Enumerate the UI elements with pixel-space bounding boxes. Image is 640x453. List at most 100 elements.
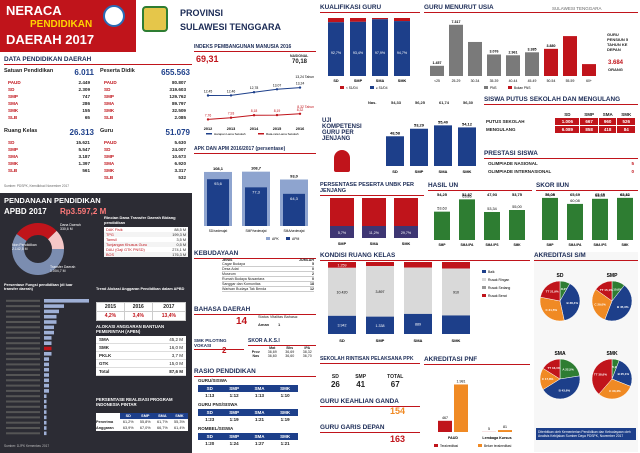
satuan-row-label: SD — [8, 87, 15, 92]
guru-row-label: SLB — [104, 175, 114, 180]
prestasi-row: OLIMPIADE INTERNASIONAL 0 — [488, 168, 634, 176]
rasio-cell: 1:23 — [205, 417, 215, 422]
donut-dana — [12, 223, 64, 275]
satuan-row-value: 286 — [82, 101, 90, 106]
guru-row: SMA 6.920 — [104, 160, 186, 167]
aksi-row-label: Nas — [252, 354, 260, 358]
score-label: 65,12 — [620, 193, 630, 197]
fungsi-bar — [44, 336, 52, 340]
rincian-row: DAK Fisik 88,5 M — [104, 227, 188, 232]
usia-side-value: 3.684 — [608, 60, 624, 66]
fungsi-bar — [44, 431, 47, 436]
satuan-row-label: SLB — [8, 115, 18, 120]
usia-cat: 30-34 — [471, 79, 480, 83]
kondisi-bar-baik — [328, 315, 356, 334]
bantuan-row: Total 87,6 M — [96, 368, 186, 376]
rincian-value: 176,3 M — [172, 252, 186, 257]
rint-value: 67 — [390, 380, 400, 389]
peserta-row: SMA 89.797 — [104, 100, 186, 107]
kual-legend-swatch-2 — [370, 86, 374, 89]
ipm-label-bottom: 8,18 — [251, 109, 258, 113]
rasio-head: SMP — [221, 385, 247, 392]
fungsi-bar — [44, 357, 49, 361]
pie-label: TT 21,9% — [546, 289, 559, 293]
kual-cat: SMP — [354, 79, 363, 83]
ipm-bot-note: 8,32 Tahun — [297, 105, 314, 109]
score-cat: SMP — [547, 243, 555, 247]
guru-row: PAUD 5.630 — [104, 139, 186, 146]
ipm-title: INDEKS PEMBANGUNAN MANUSIA 2016 — [194, 44, 316, 52]
fungsi-bar-label — [6, 336, 40, 339]
unbk-cat: SMA — [370, 242, 379, 246]
usia-cat: 55-59 — [566, 79, 575, 83]
usia-cat: 35-39 — [490, 79, 499, 83]
kual-label: 93,4% — [353, 51, 364, 55]
kondisi-label-baik: 889 — [415, 322, 421, 326]
fungsi-bar-label — [6, 352, 40, 355]
uk-nas-label: Nas. — [368, 100, 377, 105]
bantuan-value: 87,6 M — [169, 369, 183, 374]
satuan-row-value: 155 — [82, 108, 90, 113]
unbk-cat: SMK — [402, 242, 411, 246]
usia-label: 3.076 — [490, 49, 499, 53]
peserta-row-label: SMA — [104, 101, 115, 106]
ipm-label-bottom: 8,19 — [274, 109, 281, 113]
pie-label: B 25,1% — [618, 372, 630, 376]
uk-cat: SD — [392, 169, 398, 174]
kual-bar-layak — [350, 21, 366, 76]
score-bar — [617, 197, 633, 240]
ipm-national-label: NASIONAL — [290, 54, 309, 58]
ruang-total: 26.313 — [69, 128, 94, 137]
aksi-cell: 36,60 — [285, 354, 295, 358]
fungsi-bar — [44, 330, 54, 335]
score-bar — [542, 197, 558, 240]
fungsi-bar — [44, 299, 89, 303]
fungsi-bar-label — [6, 384, 40, 387]
guru-row-label: SMA — [104, 161, 115, 166]
uk-nas-row: 54,33 56,25 61,74 56,30 — [384, 100, 480, 105]
rasio-head: SMK — [272, 433, 298, 440]
kondisi-chart: 1.259 10.420 3.942 SD 3.897 1.338 SMP 889 SMA 910… — [328, 262, 510, 343]
rincian-label: BOS — [106, 252, 115, 257]
apm-legend: APM — [292, 237, 300, 241]
ruang-block: Ruang Kelas 26.313 SD 15.621 SMP 5.547 SMA 3.1… — [4, 128, 94, 176]
ipm-point-bottom — [252, 114, 256, 117]
fungsi-bar-label — [6, 379, 40, 382]
uk-title: UJI KOMPETENSI GURU PER JENJANG — [322, 118, 362, 142]
guru-row-label: SD — [104, 147, 111, 152]
pip-row-label: Anggaran — [96, 426, 114, 430]
putus-cell: 6.089 — [554, 125, 581, 134]
putus-title: SISWA PUTUS SEKOLAH DAN MENGULANG — [484, 96, 638, 105]
pip-head: SD — [119, 413, 137, 419]
fungsi-bar — [44, 373, 49, 377]
kual-label: 94,7% — [397, 51, 408, 55]
rombel-label: ROMBEL/SISWA — [198, 426, 234, 431]
kondisi-legend-swatch — [482, 278, 486, 281]
ipm-national-value: 70,18 — [292, 59, 308, 65]
ipm-label-bottom: 7,76 — [205, 113, 212, 117]
prestasi-value: 5 — [631, 161, 634, 166]
kual-cat: SMA — [376, 79, 385, 83]
uk-cat: SMK — [463, 169, 472, 174]
ruang-list: SD 15.621 SMP 5.547 SMA 3.187 SMK 1.397 SLB 561 — [4, 137, 94, 176]
ruang-row-label: SMK — [8, 161, 19, 166]
usia-bar — [582, 64, 596, 76]
kondisi-label-rr: 910 — [453, 290, 459, 294]
kondisi-legend-swatch — [482, 270, 486, 273]
pie-slice — [611, 360, 633, 387]
score-bar — [567, 203, 583, 240]
pnf-legend-swatch-2 — [478, 444, 482, 447]
rincian-value: 274,1 M — [172, 247, 186, 252]
usia-label: 3.385 — [528, 47, 537, 51]
peserta-row-label: SLB — [104, 115, 114, 120]
peserta-row: SLB 2.085 — [104, 114, 186, 121]
fungsi-bar — [44, 394, 47, 398]
peserta-row-value: 129.762 — [169, 94, 186, 99]
pie-slice — [539, 296, 565, 322]
tren-value: 4,2% — [96, 311, 125, 321]
kondisi-cat: SMK — [452, 338, 461, 343]
guru-row-label: SMP — [104, 154, 114, 159]
unbk-inner — [394, 226, 418, 238]
fungsi-bar — [44, 405, 47, 409]
satuan-block: Satuan Pendidikan 6.011 PAUD 2.449 SD 2.309 S… — [4, 68, 94, 123]
